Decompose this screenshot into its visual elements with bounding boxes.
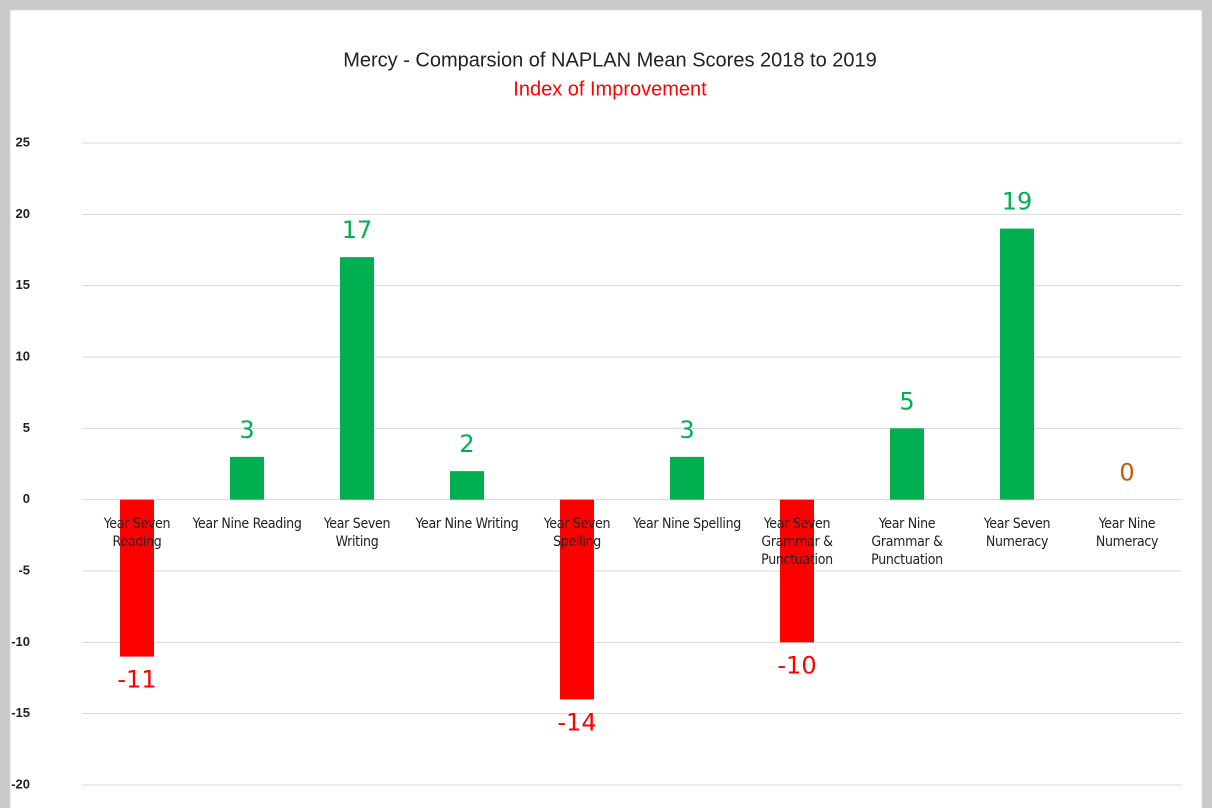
data-label: -14 [557, 708, 596, 736]
chart-title: Mercy - Comparsion of NAPLAN Mean Scores… [343, 49, 877, 71]
x-tick-group: Year Seven Writing [323, 515, 391, 550]
bar [1000, 228, 1034, 500]
bar [450, 471, 484, 500]
x-tick-label: Year Seven Numeracy [983, 515, 1051, 550]
data-label: 19 [1002, 188, 1033, 216]
x-tick-group: Year Seven Numeracy [983, 515, 1051, 550]
bar [120, 499, 154, 657]
bar [560, 499, 594, 700]
x-tick-group: Year Seven Reading [103, 515, 171, 550]
data-label: 17 [342, 216, 373, 244]
x-tick-label: Year Nine Writing [415, 515, 519, 532]
x-tick-label: Year Seven Spelling [543, 515, 611, 550]
y-tick-label: 25 [16, 134, 30, 149]
y-tick-label: 5 [23, 420, 30, 435]
data-label: 2 [459, 430, 474, 458]
y-tick-label: -5 [18, 562, 30, 577]
x-tick-group: Year Nine Spelling [633, 515, 741, 532]
bar [340, 257, 374, 500]
x-tick-label: Year Nine Spelling [633, 515, 741, 532]
data-label: -11 [117, 666, 156, 694]
x-tick-group: Year Nine Numeracy [1095, 515, 1159, 550]
y-tick-label: 20 [16, 206, 30, 221]
y-tick-label: 15 [16, 277, 30, 292]
x-tick-label: Year Seven Grammar & Punctuation [761, 515, 833, 568]
x-tick-label: Year Seven Writing [323, 515, 391, 550]
y-tick-label: 10 [16, 348, 30, 363]
data-label: -10 [777, 651, 816, 679]
data-label: 0 [1119, 459, 1134, 487]
data-label: 3 [679, 416, 694, 444]
x-tick-group: Year Seven Grammar & Punctuation [761, 515, 833, 568]
bar [890, 428, 924, 500]
x-tick-group: Year Seven Spelling [543, 515, 611, 550]
bar [780, 499, 814, 643]
data-label: 5 [899, 387, 914, 415]
y-tick-label: -10 [11, 634, 30, 649]
bar [230, 456, 264, 500]
x-tick-group: Year Nine Reading [192, 515, 302, 532]
y-tick-label: 0 [23, 491, 30, 506]
y-tick-label: -20 [11, 776, 30, 791]
chart-subtitle: Index of Improvement [513, 78, 707, 100]
x-tick-label: Year Nine Reading [192, 515, 302, 532]
data-label: 3 [239, 416, 254, 444]
x-tick-label: Year Seven Reading [103, 515, 171, 550]
x-tick-group: Year Nine Writing [415, 515, 519, 532]
y-tick-label: -15 [11, 705, 30, 720]
x-tick-group: Year Nine Grammar & Punctuation [871, 515, 943, 568]
x-tick-label: Year Nine Numeracy [1095, 515, 1159, 550]
x-tick-label: Year Nine Grammar & Punctuation [871, 515, 943, 568]
bar [670, 456, 704, 500]
